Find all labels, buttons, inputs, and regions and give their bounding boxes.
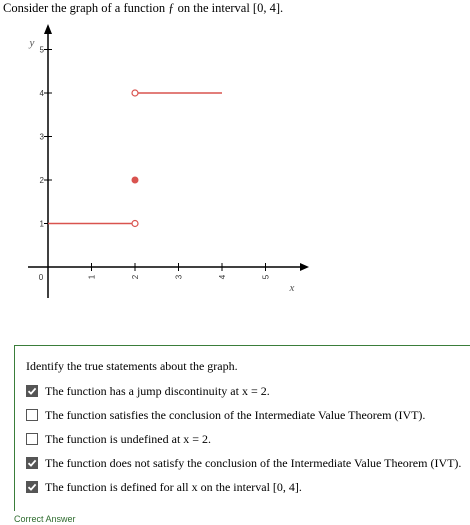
y-tick-label: 4 (40, 89, 45, 98)
check-icon (27, 459, 37, 467)
y-axis-arrow (44, 24, 52, 34)
y-axis-label: y (29, 37, 35, 49)
option-undefined-at-2[interactable]: The function is undefined at x = 2. (26, 431, 211, 447)
x-tick-label: 0 (39, 273, 44, 282)
open-point (131, 219, 139, 228)
checkbox-option-1[interactable] (26, 385, 38, 397)
option-label: The function is defined for all x on the… (45, 479, 302, 494)
x-tick-label: 2 (131, 274, 140, 279)
option-jump-discontinuity[interactable]: The function has a jump discontinuity at… (26, 383, 270, 399)
x-axis-arrow (300, 263, 309, 271)
option-label: The function does not satisfy the conclu… (45, 455, 462, 470)
y-tick-label: 3 (40, 133, 45, 142)
check-icon (27, 387, 37, 395)
option-label: The function satisfies the conclusion of… (45, 407, 426, 422)
y-tick-label: 1 (40, 220, 45, 229)
status-text: Correct Answer (14, 514, 76, 524)
x-tick-label: 4 (218, 274, 227, 279)
check-icon (27, 483, 37, 491)
checkbox-option-3[interactable] (26, 433, 38, 445)
open-point (131, 89, 139, 97)
checkbox-option-4[interactable] (26, 457, 38, 469)
question-text: Consider the graph of a function ƒ on th… (3, 1, 284, 15)
prompt-text: Identify the true statements about the g… (26, 359, 238, 373)
x-tick-label: 3 (175, 274, 184, 279)
option-label: The function is undefined at x = 2. (45, 431, 212, 446)
x-tick-label: 1 (88, 274, 97, 279)
answer-panel: Identify the true statements about the g… (14, 345, 470, 511)
x-tick-label: 5 (262, 274, 271, 279)
option-label: The function has a jump discontinuity at… (45, 383, 270, 398)
x-axis-label: x (289, 282, 295, 294)
y-tick-label: 2 (40, 176, 45, 185)
option-satisfies-ivt[interactable]: The function satisfies the conclusion of… (26, 407, 425, 423)
closed-point (131, 176, 139, 184)
option-defined-on-interval[interactable]: The function is defined for all x on the… (26, 479, 302, 495)
y-tick-label: 5 (40, 46, 45, 55)
checkbox-option-2[interactable] (26, 409, 38, 421)
option-does-not-satisfy-ivt[interactable]: The function does not satisfy the conclu… (26, 455, 461, 471)
checkbox-option-5[interactable] (26, 481, 38, 493)
